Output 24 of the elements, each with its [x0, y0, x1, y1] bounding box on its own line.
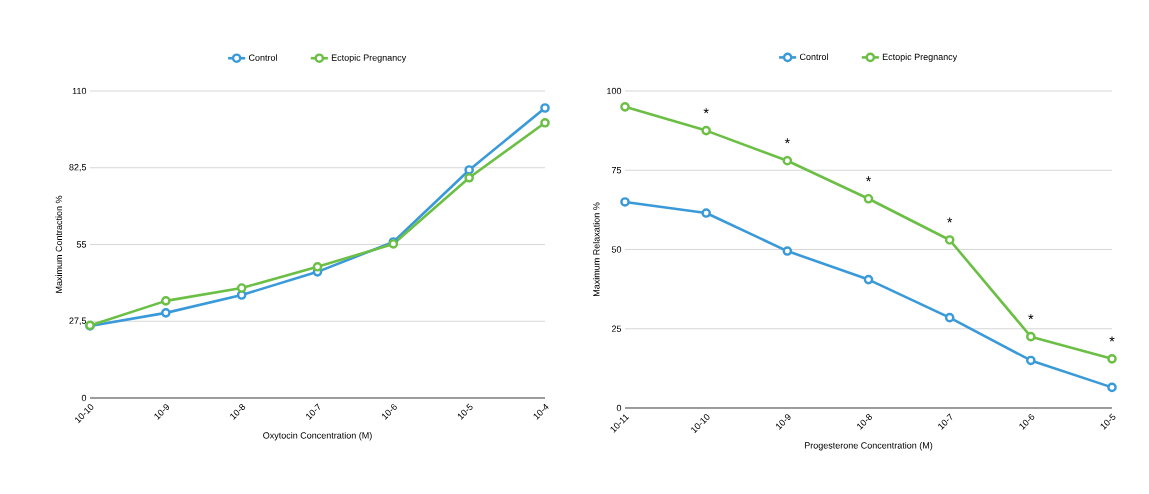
x-axis-title: Oxytocin Concentration (M): [263, 432, 372, 441]
annotation: *: [865, 176, 872, 182]
y-tick-label: 0: [616, 404, 622, 412]
y-axis-title: Maximum Contraction %: [55, 195, 63, 293]
legend-label: Control: [799, 53, 828, 61]
legend-label: Ectopic Pregnancy: [331, 54, 407, 63]
y-tick-label: 27,5: [69, 317, 87, 325]
y-tick-label: 100: [607, 87, 622, 95]
annotation: *: [1028, 314, 1034, 320]
legend-label: Control: [248, 54, 277, 61]
x-axis-title: Progesterone Concentration (M): [804, 442, 933, 451]
y-tick-label: 82,5: [69, 164, 87, 172]
y-tick-label: 110: [72, 87, 87, 95]
y-tick-label: 55: [76, 241, 87, 248]
annotation: *: [703, 108, 709, 114]
y-tick-label: 0: [81, 394, 87, 402]
y-tick-label: 75: [611, 167, 622, 174]
annotation: *: [784, 138, 790, 144]
y-tick-label: 25: [611, 325, 622, 332]
annotation: *: [1109, 336, 1115, 342]
y-tick-label: 50: [611, 246, 622, 253]
y-axis-title: Maximum Relaxation %: [592, 202, 600, 297]
annotation: *: [947, 217, 953, 223]
legend-label: Ectopic Pregnancy: [882, 53, 958, 62]
